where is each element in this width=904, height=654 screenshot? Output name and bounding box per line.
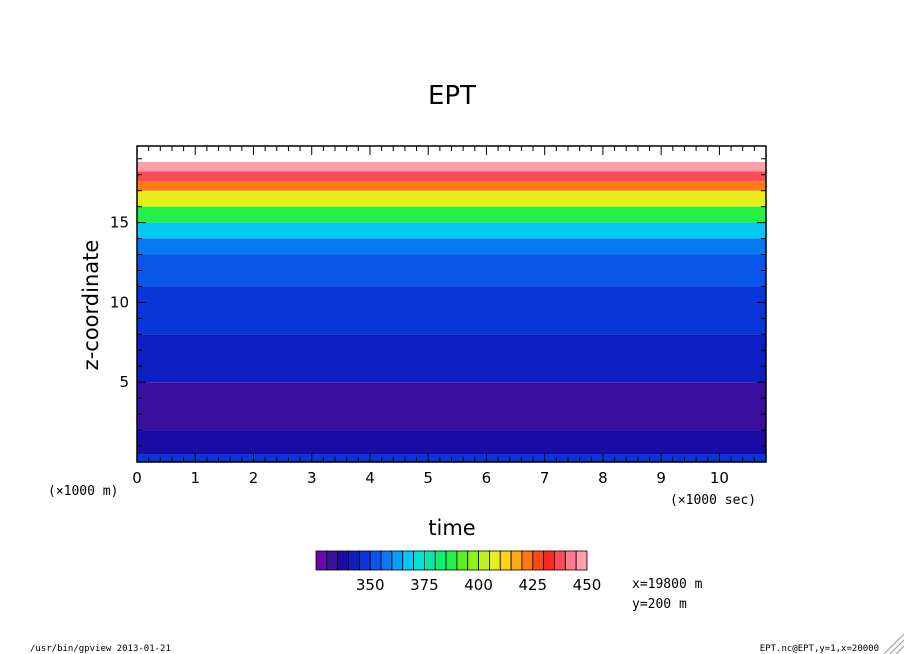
colorbar-swatch xyxy=(543,550,555,571)
colorbar-swatch xyxy=(456,550,469,571)
colorbar-swatch xyxy=(489,550,501,571)
x-location-info: x=19800 m xyxy=(632,577,703,592)
x-axis-ticks: 0 1 2 3 4 5 6 7 8 9 10 xyxy=(132,146,767,487)
x-tick-label: 8 xyxy=(598,469,608,487)
x-tick-label: 0 xyxy=(132,469,142,487)
colorbar-swatch xyxy=(564,550,577,571)
y-tick-label: 5 xyxy=(119,373,129,391)
colorbar-swatch xyxy=(467,550,480,571)
colorbar-swatch xyxy=(326,550,339,571)
ept-band xyxy=(137,190,766,207)
colorbar-swatch xyxy=(413,550,425,571)
ept-band xyxy=(137,181,766,191)
y-tick-label: 15 xyxy=(110,214,129,232)
footer-left: /usr/bin/gpview 2013-01-21 xyxy=(30,644,171,654)
x-tick-label: 2 xyxy=(249,469,259,487)
x-tick-label: 5 xyxy=(423,469,433,487)
colorbar-swatch xyxy=(478,550,490,571)
ept-band xyxy=(137,171,766,182)
colorbar-tick-label: 375 xyxy=(410,576,439,594)
colorbar-swatch xyxy=(315,550,328,571)
colorbar-swatch xyxy=(532,550,545,571)
colorbar-swatch xyxy=(380,550,393,571)
ept-band xyxy=(137,254,766,287)
colorbar-swatch xyxy=(369,550,382,571)
x-tick-label: 10 xyxy=(710,469,729,487)
colorbar-swatch xyxy=(445,550,458,571)
chart-title: EPT xyxy=(428,81,476,111)
y-axis-unit: (×1000 m) xyxy=(48,484,118,499)
colorbar-swatch xyxy=(554,550,566,571)
y-axis-label: z-coordinate xyxy=(79,240,103,371)
colorbar-swatch xyxy=(423,550,436,571)
x-axis-label: time xyxy=(428,516,475,540)
colorbar-swatch xyxy=(510,550,523,571)
colorbar-swatch xyxy=(337,550,349,571)
x-tick-label: 6 xyxy=(482,469,492,487)
ept-band xyxy=(137,238,766,255)
x-tick-label: 1 xyxy=(190,469,200,487)
colorbar-swatch xyxy=(348,550,360,571)
colorbar-swatch xyxy=(434,550,447,571)
y-tick-label: 10 xyxy=(110,293,129,311)
resize-grip-icon xyxy=(883,633,904,654)
colorbar xyxy=(315,550,588,571)
colorbar-swatch xyxy=(499,550,512,571)
colorbar-tick-label: 350 xyxy=(356,576,385,594)
ept-band xyxy=(137,286,766,335)
x-tick-label: 7 xyxy=(540,469,550,487)
x-axis-unit: (×1000 sec) xyxy=(670,493,756,508)
ept-band xyxy=(137,382,766,431)
x-tick-label: 3 xyxy=(307,469,317,487)
y-location-info: y=200 m xyxy=(632,597,687,612)
y-axis-ticks: 5 10 15 xyxy=(110,158,766,447)
footer-right: EPT.nc@EPT,y=1,x=20000 xyxy=(760,644,879,654)
colorbar-ticks: 350 375 400 425 450 xyxy=(356,576,601,594)
colorbar-tick-label: 425 xyxy=(518,576,547,594)
colorbar-swatch xyxy=(402,550,414,571)
x-tick-label: 9 xyxy=(656,469,666,487)
plot-area xyxy=(137,146,766,462)
x-tick-label: 4 xyxy=(365,469,375,487)
ept-band xyxy=(137,430,766,455)
ept-band xyxy=(137,222,766,239)
colorbar-tick-label: 400 xyxy=(464,576,493,594)
colorbar-swatch xyxy=(521,550,534,571)
colorbar-swatch xyxy=(391,550,404,571)
colorbar-swatch xyxy=(575,550,588,571)
colorbar-tick-label: 450 xyxy=(573,576,602,594)
ept-band xyxy=(137,161,766,172)
ept-band xyxy=(137,334,766,383)
colorbar-swatch xyxy=(358,550,371,571)
ept-band xyxy=(137,206,766,223)
